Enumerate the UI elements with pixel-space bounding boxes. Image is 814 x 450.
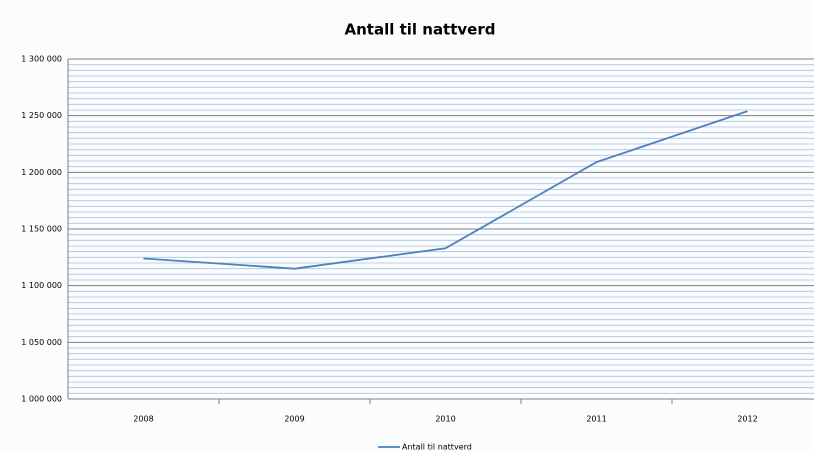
y-tick-label: 1 250 000 (21, 111, 62, 120)
x-tick-label: 2012 (737, 415, 757, 424)
x-tick-label: 2008 (133, 415, 153, 424)
data-line (143, 110, 748, 270)
x-tick-label: 2011 (586, 415, 606, 424)
y-tick-label: 1 150 000 (21, 225, 62, 234)
y-tick-label: 1 300 000 (21, 55, 62, 64)
chart-title: Antall til nattverd (345, 21, 496, 39)
y-tick-label: 1 050 000 (21, 338, 62, 347)
x-tick-label: 2009 (284, 415, 304, 424)
legend-label: Antall til nattverd (402, 443, 472, 450)
y-tick-label: 1 200 000 (21, 168, 62, 177)
y-tick-label: 1 100 000 (21, 281, 62, 290)
y-tick-label: 1 000 000 (21, 395, 62, 404)
x-tick-label: 2010 (435, 415, 455, 424)
